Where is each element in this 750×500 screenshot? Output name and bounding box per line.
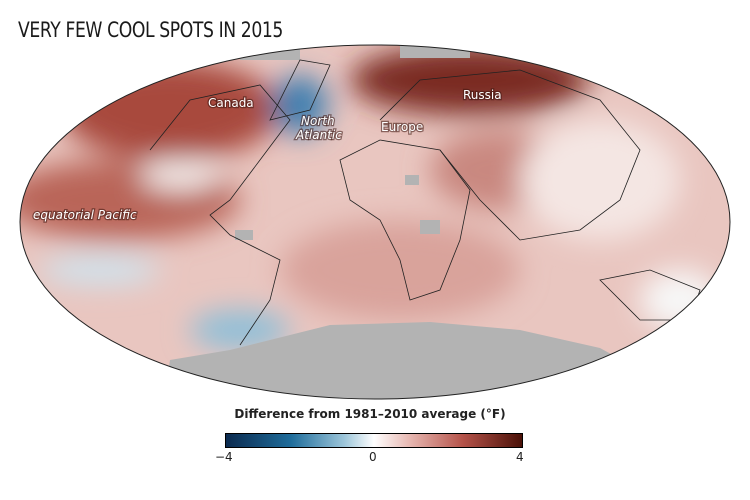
map-title: VERY FEW COOL SPOTS IN 2015 — [18, 18, 283, 42]
label-equatorial-pacific: equatorial Pacific — [33, 208, 137, 222]
label-europe: Europe — [381, 120, 423, 134]
globe-outline — [19, 44, 731, 400]
legend-max-label: 4 — [516, 450, 524, 464]
legend-color-bar — [225, 433, 523, 448]
label-north-atlantic-1: North — [301, 114, 335, 128]
legend-mid-label: 0 — [369, 450, 377, 464]
legend-title: Difference from 1981–2010 average (°F) — [234, 407, 506, 421]
label-north-atlantic-2: Atlantic — [295, 128, 342, 142]
no-data-antarctica — [150, 322, 650, 399]
label-canada: Canada — [208, 96, 254, 110]
legend-min-label: −4 — [215, 450, 233, 464]
label-russia: Russia — [463, 88, 502, 102]
